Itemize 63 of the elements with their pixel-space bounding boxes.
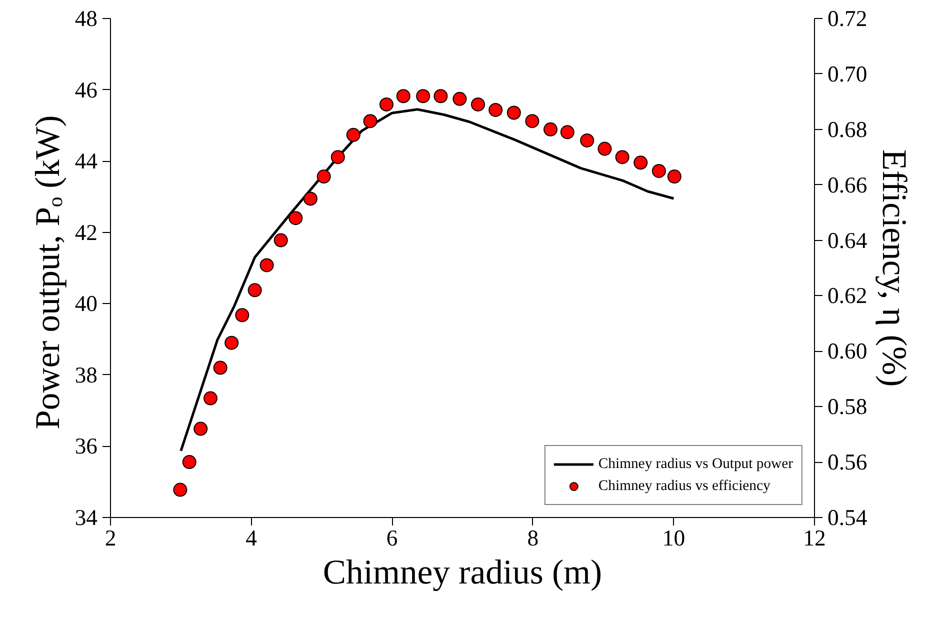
point [235, 308, 250, 322]
y-tick-label: 38 [74, 362, 98, 388]
point [615, 150, 630, 164]
point [652, 164, 666, 178]
point [544, 122, 558, 136]
point [452, 92, 467, 106]
legend-label: Chimney radius vs Output power [598, 456, 793, 472]
point [525, 114, 540, 128]
point [213, 360, 228, 375]
point [316, 170, 331, 184]
point [396, 89, 410, 104]
point [346, 128, 360, 142]
point [488, 102, 503, 117]
x-tick-label: 8 [527, 526, 539, 550]
point [194, 422, 208, 436]
point [330, 150, 345, 164]
point [506, 106, 521, 120]
y-tick-label: 46 [74, 77, 98, 102]
line-series [180, 108, 675, 452]
y2-tick-label: 0.72 [828, 6, 868, 31]
point [203, 391, 218, 406]
y2-tick-label: 0.66 [828, 172, 868, 198]
y2-tick-label: 0.60 [828, 338, 868, 364]
point [248, 283, 262, 298]
x-tick-label: 2 [104, 526, 116, 550]
y-tick-label: 48 [74, 6, 98, 31]
x-tick-label: 6 [386, 526, 398, 550]
y-tick-label: 36 [74, 434, 98, 459]
point [182, 455, 196, 470]
point [288, 211, 303, 226]
point [470, 97, 485, 112]
y2-tick-label: 0.62 [828, 283, 868, 308]
y2-tick-label: 0.64 [828, 228, 868, 253]
x-tick-label: 4 [246, 526, 257, 550]
point [416, 89, 430, 104]
y-tick-label: 42 [74, 220, 98, 245]
point [173, 482, 188, 497]
y-tick-label: 40 [74, 291, 98, 316]
y2-tick-label: 0.58 [828, 394, 868, 420]
point [560, 125, 574, 140]
y-tick-label: 44 [74, 148, 98, 174]
y2-axis-title: Efficiency, η (%) [875, 149, 914, 387]
x-tick-label: 10 [662, 526, 686, 550]
point [598, 142, 612, 156]
y2-tick-label: 0.70 [828, 61, 868, 86]
point [580, 133, 594, 148]
point [274, 233, 288, 248]
point [363, 114, 378, 128]
x-tick-label: 12 [803, 526, 826, 550]
point [379, 97, 394, 112]
point [303, 192, 318, 206]
y-axis-title: Power output, Pₒ (kW) [28, 115, 67, 430]
y-tick-label: 34 [74, 505, 98, 530]
point [260, 258, 274, 272]
y2-tick-label: 0.56 [828, 450, 868, 475]
point [224, 336, 239, 350]
y2-tick-label: 0.68 [828, 116, 868, 142]
point [634, 156, 648, 170]
y2-tick-label: 0.54 [828, 505, 868, 530]
legend-label: Chimney radius vs efficiency [598, 478, 770, 494]
x-axis-title: Chimney radius (m) [322, 554, 602, 592]
point [434, 89, 448, 104]
point [667, 170, 682, 184]
